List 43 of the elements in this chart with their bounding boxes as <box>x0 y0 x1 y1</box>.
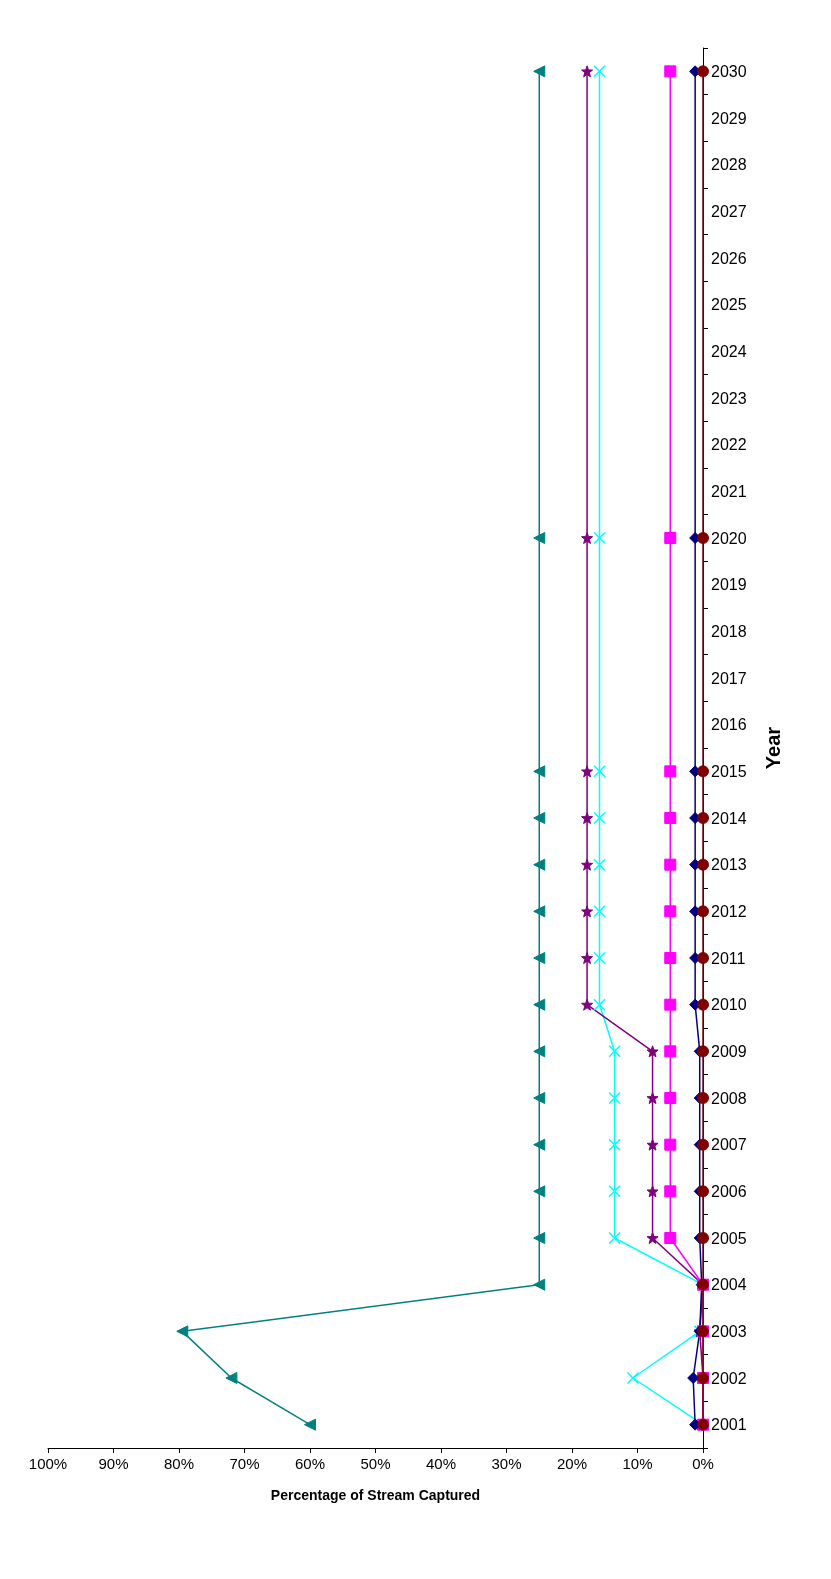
y-tick-label: 2009 <box>711 1042 747 1060</box>
y-tick-label: 2011 <box>711 949 746 967</box>
x-axis-title: Percentage of Stream Captured <box>270 1487 481 1503</box>
y-tick-label: 2010 <box>711 996 747 1014</box>
y-tick-label: 2017 <box>711 669 747 687</box>
y-tick-label: 2008 <box>711 1089 747 1107</box>
y-tick-label: 2026 <box>711 249 747 267</box>
x-tick-label: 30% <box>491 1455 522 1472</box>
x-tick-label: 60% <box>294 1455 326 1472</box>
y-tick-label: 2014 <box>711 809 747 827</box>
y-tick-label: 2016 <box>711 716 747 734</box>
x-tick-label: 70% <box>229 1455 260 1472</box>
y-tick-label: 2027 <box>711 202 747 220</box>
y-tick-label: 2029 <box>711 109 747 127</box>
x-tick-label: 10% <box>622 1455 653 1472</box>
y-tick-label: 2001 <box>711 1416 747 1434</box>
x-tick-label: 80% <box>163 1455 195 1472</box>
x-tick-label: 0% <box>692 1455 714 1472</box>
y-axis-title: Year <box>762 726 784 770</box>
x-tick-label: 50% <box>360 1455 391 1472</box>
x-tick-label: 90% <box>98 1455 129 1472</box>
y-tick-label: 2007 <box>711 1136 747 1154</box>
y-tick-label: 2020 <box>711 529 747 547</box>
y-tick-label: 2028 <box>711 156 747 174</box>
y-tick-label: 2024 <box>711 342 747 360</box>
y-tick-label: 2005 <box>711 1229 747 1247</box>
y-tick-label: 2006 <box>711 1182 747 1200</box>
y-tick-label: 2030 <box>711 62 747 80</box>
y-tick-label: 2003 <box>711 1322 747 1340</box>
y-tick-label: 2018 <box>711 622 747 640</box>
x-tick-label: 20% <box>556 1455 588 1472</box>
y-tick-label: 2004 <box>711 1276 747 1294</box>
y-tick-label: 2013 <box>711 856 747 874</box>
y-tick-label: 2022 <box>711 436 747 454</box>
y-tick-label: 2002 <box>711 1369 747 1387</box>
y-tick-label: 2023 <box>711 389 747 407</box>
y-tick-label: 2021 <box>711 482 747 500</box>
x-tick-label: 100% <box>28 1455 68 1472</box>
y-tick-label: 2012 <box>711 902 747 920</box>
y-tick-label: 2015 <box>711 762 747 780</box>
y-tick-label: 2025 <box>711 296 747 314</box>
x-tick-label: 40% <box>425 1455 457 1472</box>
y-tick-label: 2019 <box>711 576 747 594</box>
